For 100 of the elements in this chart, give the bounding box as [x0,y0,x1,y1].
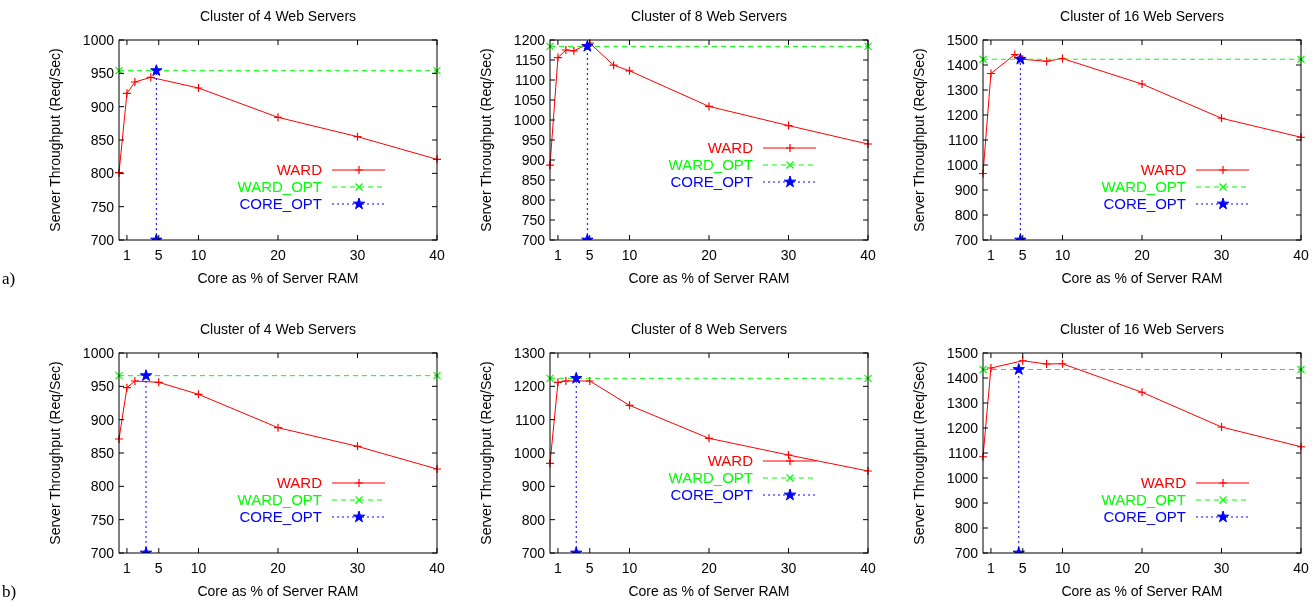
x-tick-label: 10 [1054,560,1071,576]
y-tick-label: 850 [90,131,115,148]
legend-label: WARD [1140,474,1187,492]
legend-label: WARD [276,474,323,492]
point [1014,52,1027,65]
x-tick-label: 1 [987,247,996,263]
y-tick-label: 1000 [82,31,115,48]
x-tick-label: 1 [123,560,132,576]
x-tick-label: 30 [1213,247,1230,263]
y-tick-label: 700 [521,544,546,561]
y-tick-label: 800 [90,165,115,182]
x-tick-label: 20 [1134,560,1150,576]
point [561,376,571,386]
point [553,377,563,387]
x-tick-label: 5 [585,560,594,576]
y-tick-label: 1500 [946,344,979,361]
y-tick-label: 700 [90,544,115,561]
x-tick-label: 1 [123,247,132,263]
y-tick-label: 900 [90,411,115,428]
text: b) [2,582,17,601]
legend-label: WARD [1140,161,1187,179]
legend-label: WARD_OPT [1101,491,1186,509]
point [581,39,594,52]
y-tick-label: 900 [954,181,979,198]
y-axis-title: Server Throughput (Req/Sec) [911,48,927,232]
chart-title: Cluster of 16 Web Servers [1060,8,1224,24]
x-axis-title: Core as % of Server RAM [628,583,790,599]
point [1137,79,1147,89]
y-axis-title: Server Throughput (Req/Sec) [911,361,927,545]
y-axis-title: Server Throughput (Req/Sec) [47,361,63,545]
y-tick-label: 750 [90,198,115,215]
y-axis-title: Server Throughput (Req/Sec) [478,48,494,232]
x-tick-label: 40 [429,560,445,576]
x-axis-title: Core as % of Server RAM [628,270,790,286]
point [863,374,873,383]
y-tick-label: 1000 [946,469,979,486]
point [432,371,442,380]
x-tick-label: 20 [270,247,286,263]
point [978,55,988,64]
x-axis-title: Core as % of Server RAM [1061,270,1223,286]
point [986,363,996,373]
y-tick-label: 1050 [513,91,546,108]
x-tick-label: 40 [1293,560,1309,576]
point [1042,359,1052,369]
x-tick-label: 40 [1293,247,1309,263]
x-tick-label: 1 [554,247,563,263]
y-tick-label: 950 [521,131,546,148]
y-tick-label: 700 [90,231,115,248]
point [273,423,283,433]
y-axis-title: Server Throughput (Req/Sec) [47,48,63,232]
y-tick-label: 800 [521,191,546,208]
y-tick-label: 900 [521,151,546,168]
point [585,376,595,386]
point [139,369,153,381]
point [704,101,714,111]
legend-label: CORE_OPT [670,486,753,504]
y-tick-label: 1300 [513,344,546,361]
y-tick-label: 850 [90,444,115,461]
legend-label: CORE_OPT [239,508,322,526]
x-tick-label: 5 [1018,247,1027,263]
y-tick-label: 900 [954,494,979,511]
point [130,77,140,87]
y-tick-label: 1300 [946,81,979,98]
y-tick-label: 1100 [514,71,546,88]
point [570,371,583,384]
y-tick-label: 750 [90,511,115,528]
x-tick-label: 10 [190,560,207,576]
legend-label: WARD [707,452,754,470]
legend-label: CORE_OPT [1103,195,1186,213]
y-tick-label: 1150 [514,51,546,68]
y-tick-label: 900 [521,478,546,495]
legend-label: WARD_OPT [1101,178,1186,196]
point [122,88,132,98]
legend-label: CORE_OPT [670,173,753,191]
y-axis-title: Server Throughput (Req/Sec) [478,361,494,545]
x-tick-label: 40 [860,560,876,576]
x-tick-label: 40 [429,247,445,263]
y-tick-label: 1000 [82,344,115,361]
point [978,365,988,374]
y-tick-label: 1200 [513,378,546,395]
legend-label: WARD_OPT [668,469,753,487]
x-tick-label: 30 [780,560,797,576]
x-tick-label: 5 [154,247,163,263]
x-tick-label: 10 [621,247,638,263]
x-tick-label: 10 [1054,247,1071,263]
legend-label: WARD [707,139,754,157]
x-tick-label: 30 [780,247,797,263]
y-tick-label: 800 [90,478,115,495]
x-tick-label: 20 [701,247,717,263]
point [1012,363,1025,375]
y-tick-label: 800 [521,511,546,528]
y-tick-label: 1000 [513,111,546,128]
y-tick-label: 1400 [946,369,979,386]
point [561,45,571,55]
y-tick-label: 850 [521,171,546,188]
x-axis-title: Core as % of Server RAM [1061,583,1223,599]
y-tick-label: 1100 [514,411,546,428]
x-tick-label: 1 [554,560,563,576]
y-tick-label: 1100 [947,131,979,148]
y-tick-label: 1200 [946,106,979,123]
